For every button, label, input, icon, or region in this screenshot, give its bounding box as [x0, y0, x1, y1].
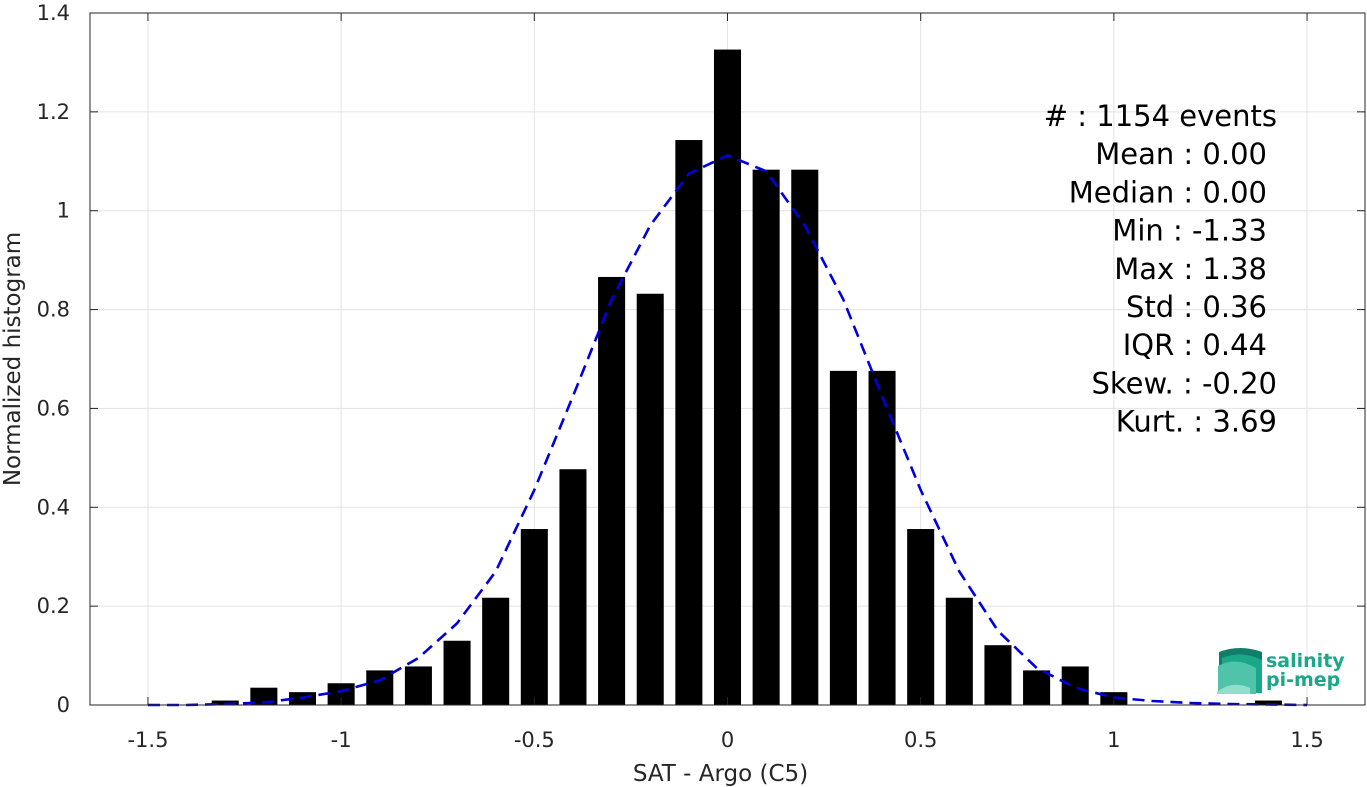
stat-line: Skew. : -0.20 — [1091, 366, 1277, 400]
stat-line: Median : 0.00 — [1069, 175, 1267, 209]
x-axis-ticks: -1.5 -1 -0.5 0 0.5 1 1.5 — [127, 13, 1324, 752]
y-tick-label: 1.4 — [37, 1, 70, 25]
x-tick-label: -1 — [331, 728, 352, 752]
y-tick-label: 1.2 — [37, 100, 70, 124]
histogram-bar — [791, 169, 819, 705]
stat-line: Kurt. : 3.69 — [1116, 405, 1277, 439]
stat-line: Min : -1.33 — [1112, 214, 1267, 248]
histogram-bar — [868, 370, 896, 705]
histogram-bar — [443, 640, 471, 705]
histogram-bar — [404, 666, 432, 705]
x-tick-label: 0.5 — [904, 728, 937, 752]
histogram-bar — [482, 597, 510, 705]
histogram-bar — [559, 469, 587, 705]
y-axis-ticks: 0 0.2 0.4 0.6 0.8 1 1.2 1.4 — [37, 1, 1365, 717]
histogram-bar — [675, 140, 703, 705]
y-tick-label: 0.2 — [37, 594, 70, 618]
logo-text-pi-mep: pi-mep — [1266, 669, 1340, 691]
x-axis-label: SAT - Argo (C5) — [633, 761, 808, 787]
stat-line: Mean : 0.00 — [1095, 137, 1267, 171]
x-tick-label: -0.5 — [514, 728, 555, 752]
x-tick-label: -1.5 — [127, 728, 168, 752]
histogram-bar — [829, 370, 857, 705]
histogram-bar — [520, 529, 548, 705]
histogram-bar — [1061, 666, 1089, 705]
histogram-bar — [636, 293, 664, 705]
y-tick-label: 0 — [57, 693, 70, 717]
histogram-bar — [1254, 700, 1282, 705]
histogram-bar — [366, 670, 394, 705]
x-tick-label: 1 — [1107, 728, 1120, 752]
x-tick-label: 0 — [721, 728, 734, 752]
x-tick-label: 1.5 — [1290, 728, 1323, 752]
logo-text-salinity: salinity — [1266, 650, 1345, 672]
y-tick-label: 0.4 — [37, 495, 70, 519]
histogram-bar — [598, 276, 626, 705]
wave-logo-icon — [1217, 648, 1262, 694]
stat-line: IQR : 0.44 — [1123, 328, 1267, 362]
histogram-bar — [984, 645, 1012, 705]
histogram-bar — [945, 597, 973, 705]
histogram-bar — [713, 49, 742, 705]
statistics-annotation: # : 1154 events Mean : 0.00 Median : 0.00 M… — [1044, 99, 1277, 439]
y-axis-label: Normalized histogram — [0, 232, 26, 486]
histogram-bar — [1023, 670, 1051, 705]
salinity-pi-mep-logo: salinity pi-mep — [1217, 648, 1345, 694]
histogram-bar — [907, 529, 935, 705]
stat-line: Max : 1.38 — [1114, 252, 1267, 286]
stat-line: # : 1154 events — [1044, 99, 1277, 133]
y-tick-label: 0.6 — [37, 396, 70, 420]
y-tick-label: 0.8 — [37, 298, 70, 322]
stat-line: Std : 0.36 — [1126, 290, 1267, 324]
histogram-bars — [211, 49, 1282, 705]
y-tick-label: 1 — [57, 199, 70, 223]
histogram-bar — [752, 169, 780, 705]
